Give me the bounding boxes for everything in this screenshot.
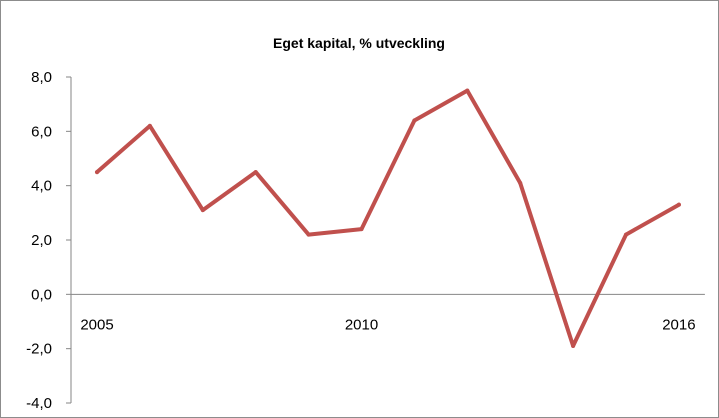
x-tick-label: 2010 — [345, 316, 378, 333]
y-tick-label: 8,0 — [31, 69, 52, 86]
y-tick-label: 4,0 — [31, 178, 52, 195]
data-point — [412, 118, 417, 123]
x-tick-labels: 2005 2010 2016 — [80, 316, 695, 333]
data-point — [306, 232, 311, 237]
data-point — [253, 170, 258, 175]
chart-title: Eget kapital, % utveckling — [273, 35, 445, 51]
series-line — [95, 88, 681, 348]
data-point — [676, 202, 681, 207]
data-point — [465, 88, 470, 93]
data-point — [200, 208, 205, 213]
y-tick-labels: -4,0 -2,0 0,0 2,0 4,0 6,0 8,0 — [26, 69, 52, 412]
y-tick-label: 0,0 — [31, 286, 52, 303]
data-point — [624, 232, 628, 237]
y-tick-label: -2,0 — [26, 341, 52, 358]
y-tick-label: 2,0 — [31, 232, 52, 249]
x-tick-label: 2005 — [80, 316, 113, 333]
data-point — [571, 343, 576, 348]
data-point — [359, 227, 364, 232]
series-group — [95, 88, 681, 348]
axes — [66, 76, 705, 404]
x-tick-label: 2016 — [662, 316, 695, 333]
data-point — [95, 170, 99, 175]
y-tick-label: 6,0 — [31, 123, 52, 140]
y-tick-label: -4,0 — [26, 395, 52, 412]
data-point — [147, 123, 152, 128]
data-point — [518, 180, 523, 185]
